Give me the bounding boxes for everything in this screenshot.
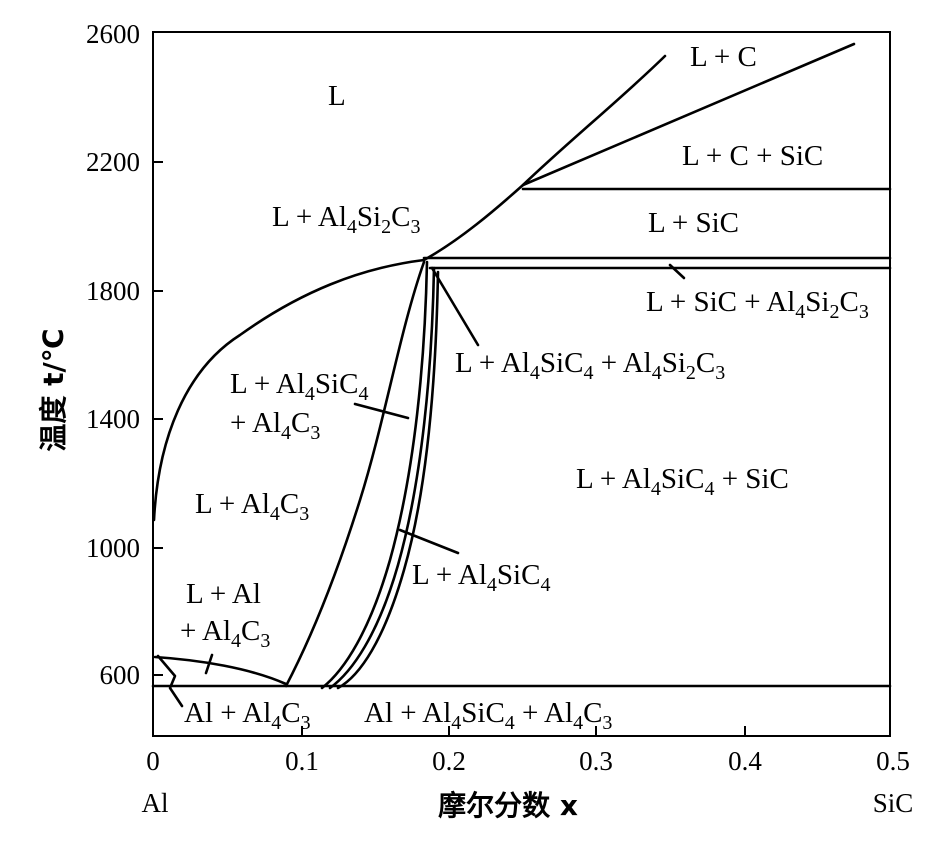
label-L-Al4SiC4-SiC: L + Al4SiC4 + SiC (576, 463, 789, 500)
y-tick-label: 600 (100, 660, 141, 690)
al4sic4-line-a (320, 260, 429, 690)
label-L-Al4C3: L + Al4C3 (195, 488, 309, 525)
liquidus-curve (152, 258, 426, 522)
x-tick-label: 0.1 (285, 746, 319, 776)
boundary-left (284, 260, 426, 688)
label-L: L (328, 80, 346, 112)
label-L-SiC: L + SiC (648, 207, 739, 239)
leader-l-al-al4c3 (204, 653, 214, 675)
plot-frame (152, 31, 891, 737)
al4sic4-line-c (336, 270, 440, 690)
label-L-SiC-Al4Si2C3: L + SiC + Al4Si2C3 (646, 286, 869, 323)
leader-l-al4sic4-al4c3 (353, 402, 410, 420)
label-L-Al-Al4C3-line1: L + Al (186, 578, 261, 610)
label-L-Al4SiC4: L + Al4SiC4 (412, 559, 550, 596)
right-end-label: SiC (873, 788, 914, 818)
y-tick-label: 1800 (86, 276, 140, 306)
label-L-C-SiC: L + C + SiC (682, 140, 823, 172)
label-Al-Al4C3: Al + Al4C3 (184, 697, 311, 734)
x-axis: 0 0.1 0.2 0.3 0.4 0.5 Al SiC 摩尔分数 x (142, 726, 914, 822)
x-axis-title: 摩尔分数 x (438, 789, 578, 822)
y-tick-label: 2200 (86, 147, 140, 177)
liquidus-upper-curve (422, 54, 667, 262)
leader-l-al4sic4-al4si2c3 (430, 266, 480, 347)
label-L-C: L + C (690, 41, 757, 73)
x-tick-label: 0.5 (876, 746, 910, 776)
label-Al-Al4SiC4-Al4C3: Al + Al4SiC4 + Al4C3 (364, 697, 612, 734)
leader-l-sic-al4si2c3 (668, 263, 686, 280)
label-L-Al4SiC4-Al4C3-line2: + Al4C3 (230, 407, 320, 444)
phase-boundaries (151, 42, 892, 708)
x-tick-label: 0 (146, 746, 160, 776)
al4sic4-line-b (328, 266, 436, 690)
al-corner-feature (156, 654, 184, 708)
leader-lines (204, 263, 686, 675)
region-labels: L L + C L + C + SiC L + SiC L + SiC + Al… (180, 41, 869, 734)
y-tick-label: 1400 (86, 404, 140, 434)
label-L-Al4SiC4-Al4Si2C3: L + Al4SiC4 + Al4Si2C3 (455, 347, 725, 384)
x-tick-label: 0.2 (432, 746, 466, 776)
lower-liquidus (153, 655, 288, 686)
y-axis-title: 温度 t/℃ (37, 328, 70, 451)
x-tick-label: 0.3 (579, 746, 613, 776)
y-tick-label: 2600 (86, 19, 140, 49)
x-tick-label: 0.4 (728, 746, 762, 776)
y-axis: 600 1000 1400 1800 2200 2600 (86, 19, 163, 690)
label-L-Al4Si2C3: L + Al4Si2C3 (272, 201, 420, 238)
graphite-boundary (521, 42, 856, 187)
left-end-label: Al (142, 788, 169, 818)
leader-l-al4sic4 (398, 528, 460, 555)
y-tick-label: 1000 (86, 533, 140, 563)
label-L-Al-Al4C3-line2: + Al4C3 (180, 615, 270, 652)
label-L-Al4SiC4-Al4C3-line1: L + Al4SiC4 (230, 368, 368, 405)
